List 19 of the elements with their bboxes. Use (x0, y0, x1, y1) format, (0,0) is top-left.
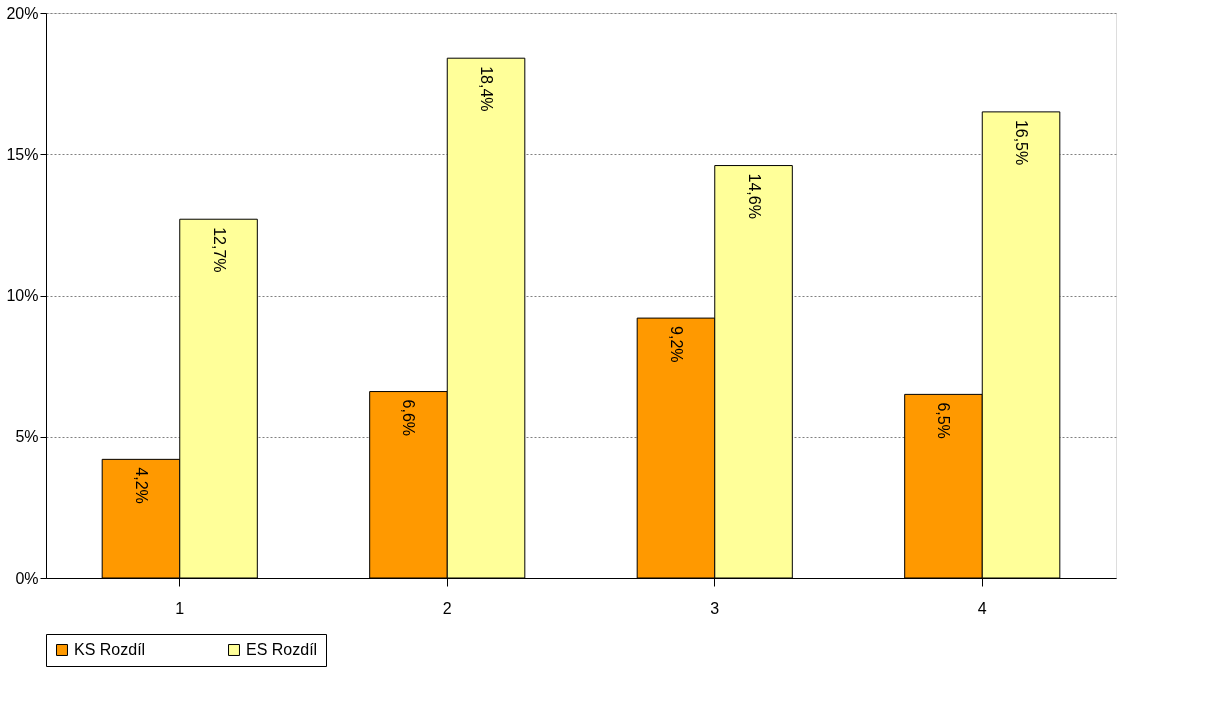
x-tick-label: 1 (175, 599, 185, 617)
y-tick-label: 5% (15, 428, 39, 446)
legend-label: ES Rozdíl (246, 641, 318, 658)
y-tick-label: 20% (6, 4, 39, 22)
y-tick-label: 0% (15, 569, 39, 587)
legend-label: KS Rozdíl (74, 641, 146, 658)
y-tick-label: 10% (6, 287, 39, 304)
data-label: 9,2% (667, 326, 685, 363)
data-label: 6,5% (935, 402, 953, 439)
y-tick-label: 15% (6, 145, 39, 163)
data-label: 4,2% (132, 467, 150, 504)
x-tick-label: 3 (710, 599, 720, 617)
x-tick-label: 2 (442, 599, 452, 617)
data-label: 16,5% (1013, 119, 1031, 166)
data-label: 18,4% (478, 66, 496, 112)
data-label: 14,6% (745, 173, 763, 219)
data-label: 6,6% (400, 399, 418, 437)
data-label: 12,7% (210, 227, 228, 273)
x-tick-label: 4 (977, 599, 987, 617)
